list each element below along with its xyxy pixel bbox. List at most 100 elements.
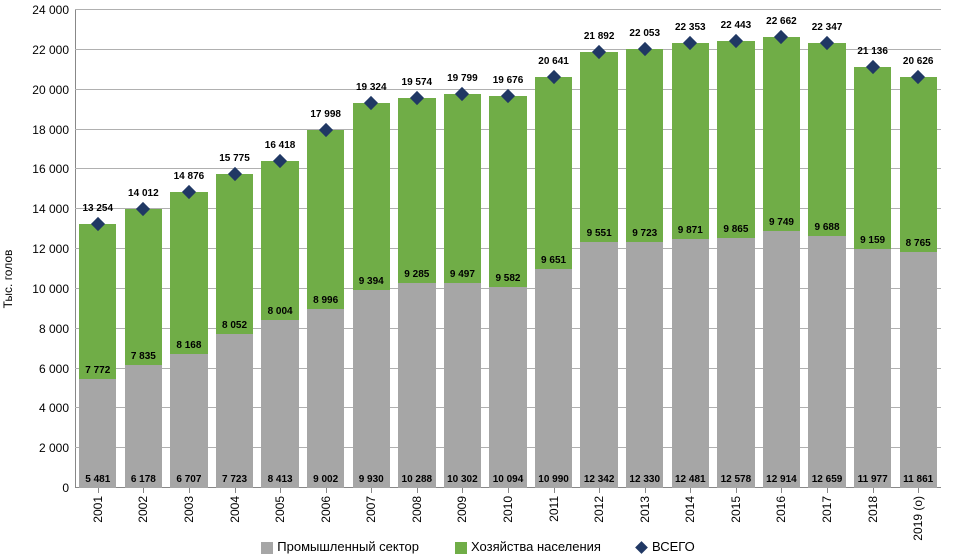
x-tick-mark bbox=[599, 488, 600, 493]
x-tick-mark bbox=[280, 488, 281, 493]
x-tick-mark bbox=[326, 488, 327, 493]
bar-group: 11 861 8 765 20 626 bbox=[900, 10, 937, 488]
x-tick-mark bbox=[417, 488, 418, 493]
y-tick-label: 16 000 bbox=[32, 162, 75, 176]
bar-segment: 9 865 bbox=[717, 41, 754, 237]
x-tick-mark bbox=[645, 488, 646, 493]
bar-value-label: 8 413 bbox=[261, 474, 298, 485]
y-axis-label: Тыс. голов bbox=[1, 250, 15, 309]
bar-segment: 9 582 bbox=[489, 96, 526, 287]
bar-group: 12 6599 68822 347 bbox=[808, 10, 845, 488]
total-label: 19 324 bbox=[353, 82, 390, 93]
bar-value-label: 9 551 bbox=[580, 228, 617, 239]
legend: Промышленный секторХозяйства населенияВС… bbox=[0, 539, 956, 554]
x-tick-label: 2004 bbox=[228, 496, 242, 523]
y-tick-label: 18 000 bbox=[32, 123, 75, 137]
total-label: 20 626 bbox=[900, 56, 937, 67]
bar-value-label: 9 871 bbox=[672, 225, 709, 236]
chart-container: Тыс. голов 02 0004 0006 0008 00010 00012… bbox=[0, 0, 956, 558]
legend-label: ВСЕГО bbox=[652, 539, 695, 554]
x-tick-mark bbox=[873, 488, 874, 493]
bar-value-label: 7 772 bbox=[79, 365, 116, 376]
bar-value-label: 11 977 bbox=[854, 474, 891, 485]
bar-segment: 9 551 bbox=[580, 52, 617, 242]
bar-segment: 8 765 bbox=[900, 77, 937, 252]
total-label: 22 353 bbox=[672, 22, 709, 33]
bar-segment: 12 342 bbox=[580, 242, 617, 488]
bar-value-label: 9 865 bbox=[717, 224, 754, 235]
legend-label: Хозяйства населения bbox=[471, 539, 601, 554]
x-tick-mark bbox=[371, 488, 372, 493]
total-label: 19 799 bbox=[444, 73, 481, 84]
bar-value-label: 7 835 bbox=[125, 351, 162, 362]
bar-segment: 9 871 bbox=[672, 43, 709, 240]
x-tick-label: 2014 bbox=[683, 496, 697, 523]
x-tick-mark bbox=[918, 488, 919, 493]
x-tick-mark bbox=[554, 488, 555, 493]
bar-segment: 8 052 bbox=[216, 174, 253, 334]
y-tick-label: 10 000 bbox=[32, 282, 75, 296]
bar-segment: 8 168 bbox=[170, 192, 207, 355]
legend-item: ВСЕГО bbox=[637, 539, 695, 554]
x-tick-mark bbox=[690, 488, 691, 493]
x-tick-label: 2015 bbox=[729, 496, 743, 523]
bar-group: 11 9779 15921 136 bbox=[854, 10, 891, 488]
x-tick-mark bbox=[736, 488, 737, 493]
bar-segment: 10 302 bbox=[444, 283, 481, 488]
x-tick-label: 2002 bbox=[136, 496, 150, 523]
bar-segment: 11 861 bbox=[900, 252, 937, 488]
total-label: 14 876 bbox=[170, 171, 207, 182]
bar-value-label: 9 002 bbox=[307, 474, 344, 485]
y-tick-label: 6 000 bbox=[39, 362, 75, 376]
bar-group: 12 5789 86522 443 bbox=[717, 10, 754, 488]
y-tick-label: 2 000 bbox=[39, 441, 75, 455]
total-label: 19 574 bbox=[398, 77, 435, 88]
bar-segment: 9 394 bbox=[353, 103, 390, 290]
bar-value-label: 11 861 bbox=[900, 474, 937, 485]
x-tick-label: 2005 bbox=[273, 496, 287, 523]
bar-segment: 12 481 bbox=[672, 239, 709, 488]
total-label: 16 418 bbox=[261, 140, 298, 151]
bar-segment: 8 004 bbox=[261, 161, 298, 320]
total-label: 22 443 bbox=[717, 20, 754, 31]
bar-segment: 7 835 bbox=[125, 209, 162, 365]
y-tick-label: 4 000 bbox=[39, 401, 75, 415]
bar-segment: 9 497 bbox=[444, 94, 481, 283]
bar-value-label: 9 930 bbox=[353, 474, 390, 485]
bar-segment: 8 413 bbox=[261, 320, 298, 488]
bar-value-label: 9 159 bbox=[854, 235, 891, 246]
x-tick-mark bbox=[143, 488, 144, 493]
x-tick-mark bbox=[235, 488, 236, 493]
bar-group: 12 3309 72322 053 bbox=[626, 10, 663, 488]
bar-value-label: 10 990 bbox=[535, 474, 572, 485]
x-tick-mark bbox=[508, 488, 509, 493]
bar-segment: 9 651 bbox=[535, 77, 572, 269]
bar-segment: 12 659 bbox=[808, 236, 845, 488]
bar-segment: 6 178 bbox=[125, 365, 162, 488]
x-tick-mark bbox=[189, 488, 190, 493]
bar-group: 6 7078 16814 876 bbox=[170, 10, 207, 488]
y-tick-label: 20 000 bbox=[32, 83, 75, 97]
bar-segment: 9 002 bbox=[307, 309, 344, 488]
bar-value-label: 12 914 bbox=[763, 474, 800, 485]
bar-segment: 9 930 bbox=[353, 290, 390, 488]
bar-value-label: 9 582 bbox=[489, 273, 526, 284]
y-tick-label: 0 bbox=[62, 481, 75, 495]
total-label: 13 254 bbox=[79, 203, 116, 214]
total-label: 17 998 bbox=[307, 109, 344, 120]
x-tick-label: 2013 bbox=[638, 496, 652, 523]
x-tick-label: 2006 bbox=[319, 496, 333, 523]
x-tick-mark bbox=[462, 488, 463, 493]
total-label: 21 892 bbox=[580, 31, 617, 42]
total-label: 22 053 bbox=[626, 28, 663, 39]
bar-group: 12 9149 74922 662 bbox=[763, 10, 800, 488]
bar-value-label: 8 052 bbox=[216, 320, 253, 331]
total-label: 22 347 bbox=[808, 22, 845, 33]
legend-item: Хозяйства населения bbox=[455, 539, 601, 554]
x-tick-label: 2017 bbox=[820, 496, 834, 523]
bar-value-label: 8 004 bbox=[261, 306, 298, 317]
x-tick-label: 2019 (о) bbox=[911, 496, 925, 541]
bar-group: 5 4817 77213 254 bbox=[79, 10, 116, 488]
bar-segment: 8 996 bbox=[307, 130, 344, 309]
bar-group: 7 7238 05215 775 bbox=[216, 10, 253, 488]
